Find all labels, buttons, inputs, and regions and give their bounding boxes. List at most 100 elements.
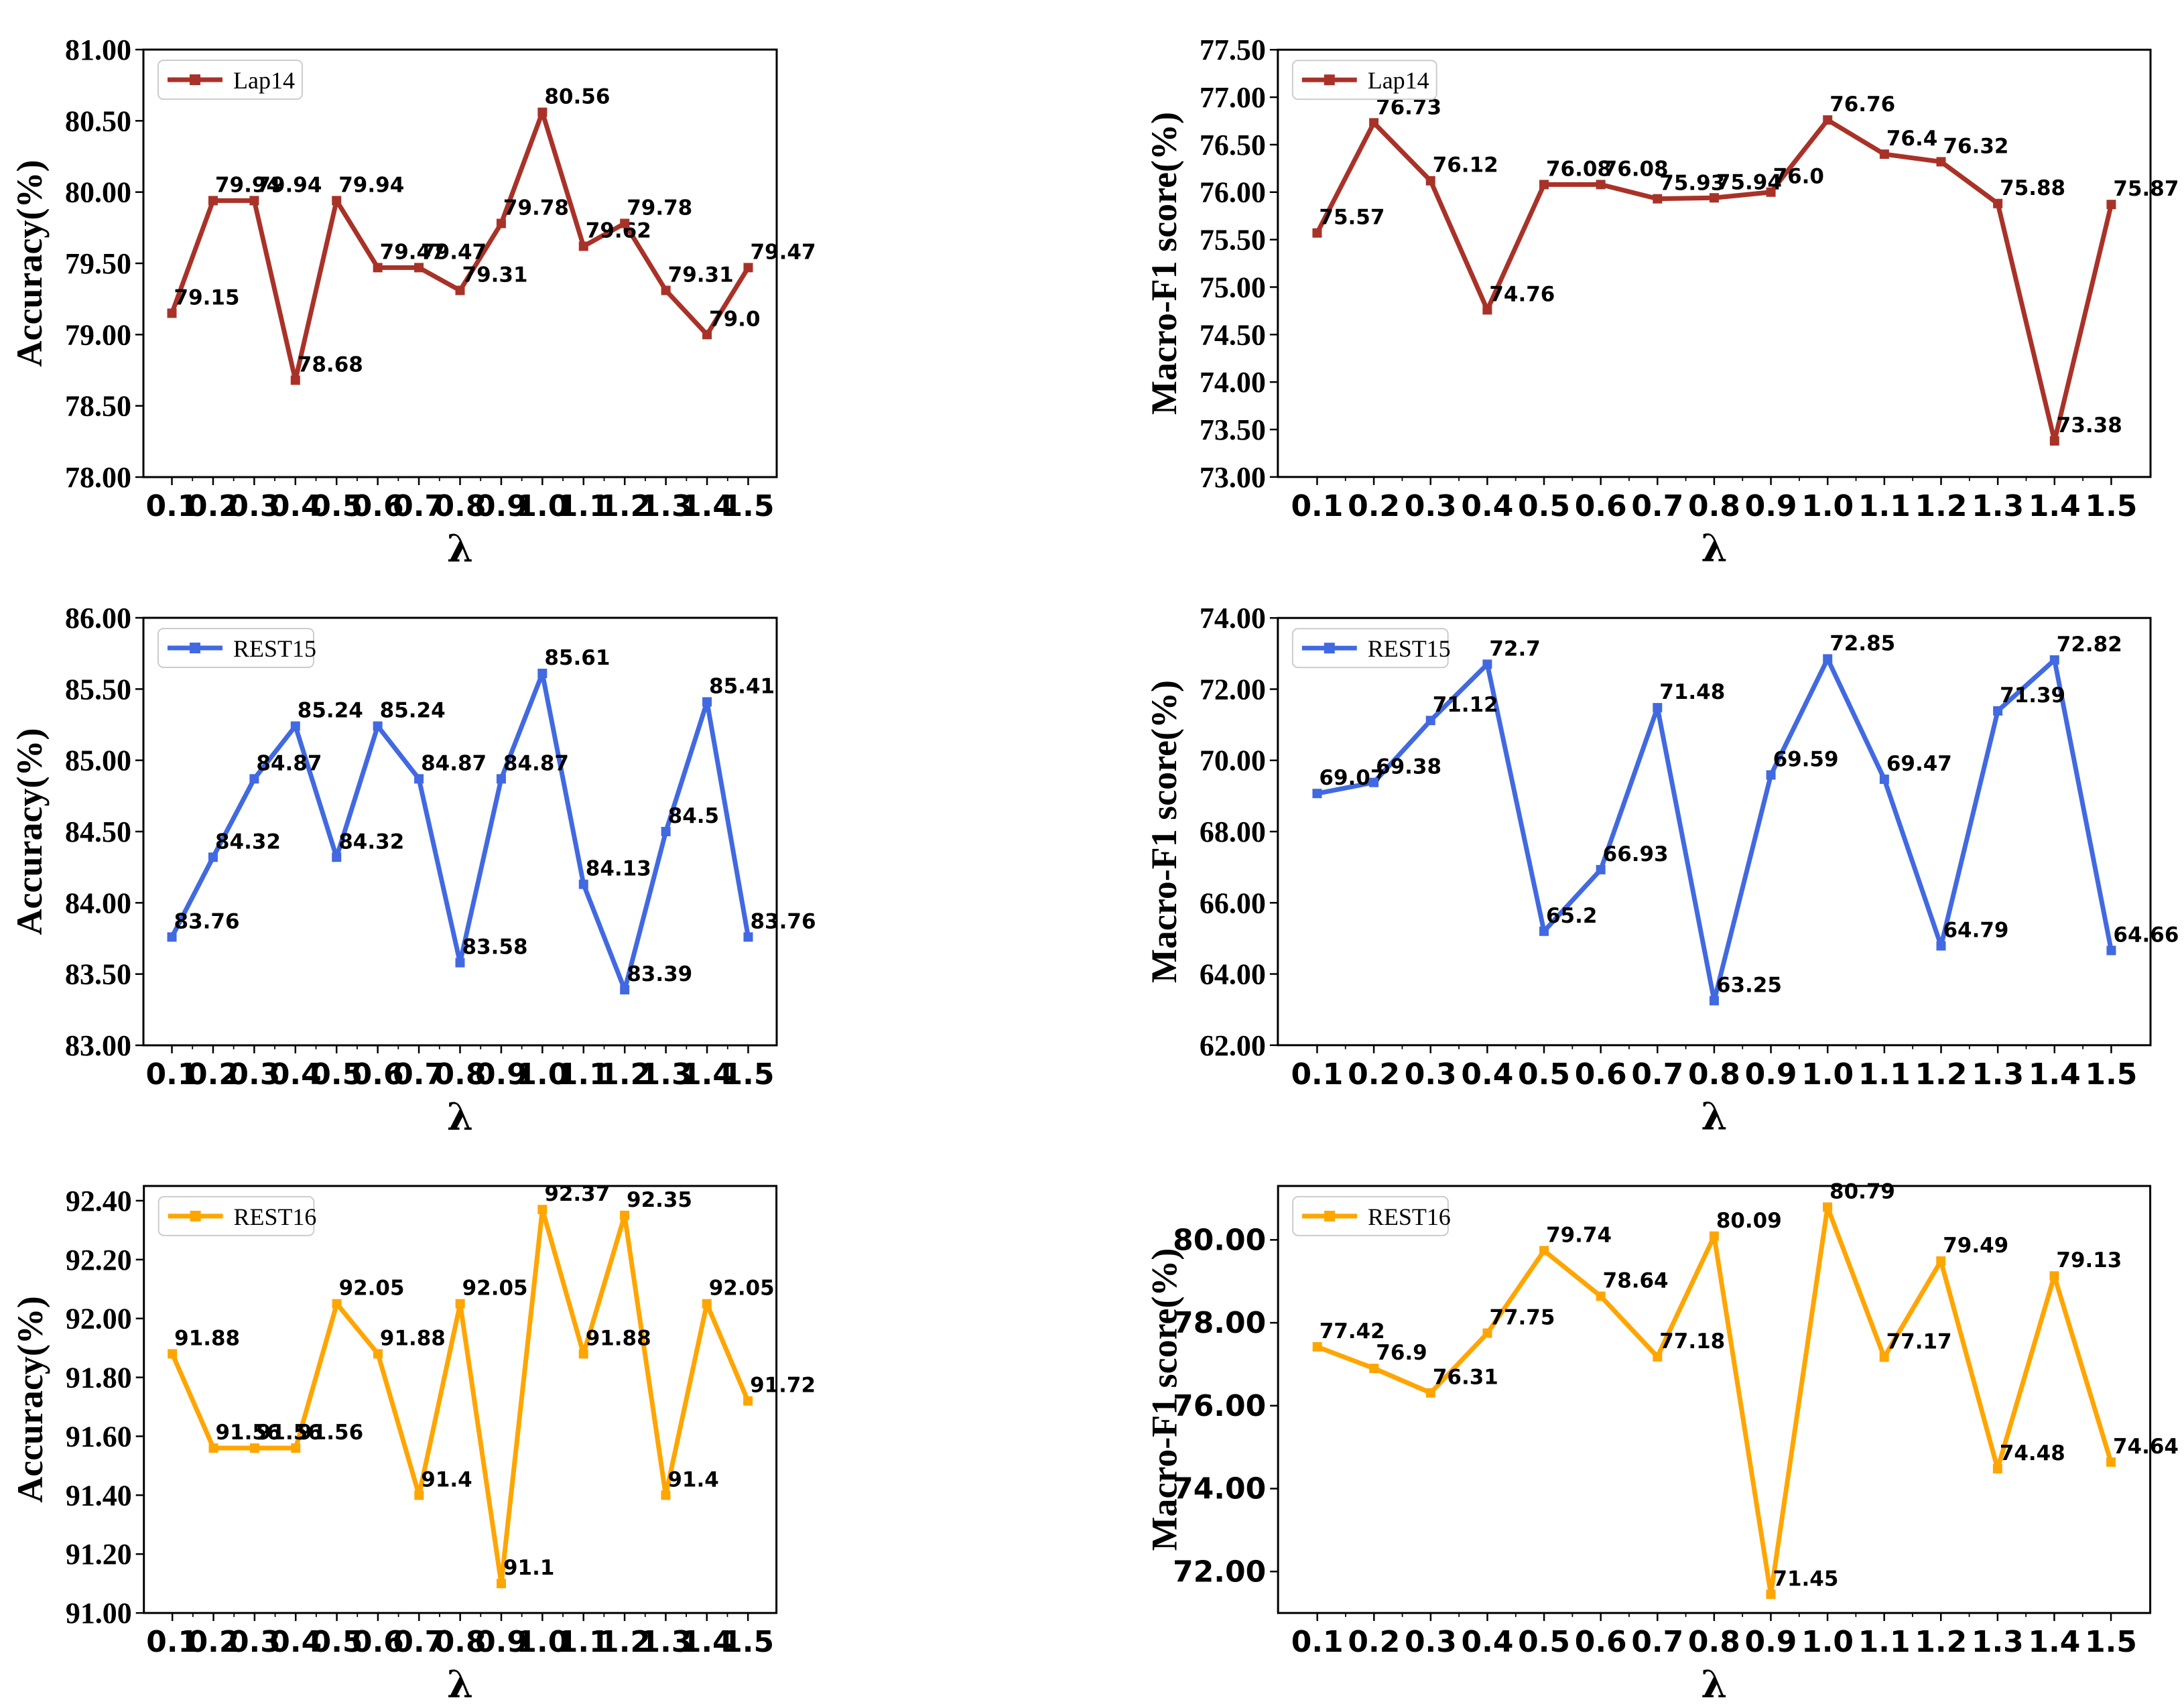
chart-macro-f1-rest16: 72.00 74.00 76.00 78.00 80.00 0.1 0.2 0.3 0.4 0.5… <box>1144 1179 2179 1704</box>
data-point-label: 79.49 <box>1943 1234 2008 1258</box>
data-point <box>1766 770 1776 780</box>
legend-box <box>157 1195 315 1236</box>
x-tick-label: 0.6 <box>1575 489 1627 523</box>
data-point-label: 83.76 <box>174 909 240 933</box>
data-point-label: 92.35 <box>627 1188 692 1212</box>
data-point-label: 72.7 <box>1489 637 1540 661</box>
x-tick-label: 0.9 <box>475 489 527 523</box>
data-point <box>332 1299 342 1309</box>
x-tick-label: 0.1 <box>146 1057 198 1092</box>
data-point <box>661 285 671 296</box>
data-point-label: 79.78 <box>503 196 569 220</box>
data-point-label: 79.74 <box>1546 1223 1612 1247</box>
y-tick-label: 78.50 <box>65 390 131 423</box>
data-point-label: 79.13 <box>2056 1248 2122 1272</box>
y-tick-label: 91.80 <box>66 1362 132 1394</box>
data-point <box>537 107 548 117</box>
data-point-label: 84.87 <box>421 751 487 775</box>
x-tick-label: 0.8 <box>434 1625 487 1659</box>
chart-macro-f1-lap14-container: 73.00 73.50 74.00 74.50 75.00 75.50 76.00 76.50… <box>1092 0 2184 571</box>
y-tick-label: 73.50 <box>1200 413 1266 446</box>
data-point <box>1709 996 1719 1006</box>
y-tick-label: 79.00 <box>65 318 131 351</box>
data-point <box>1709 1231 1719 1241</box>
plot-frame <box>1277 48 2152 478</box>
x-tick-label: 1.4 <box>681 1057 733 1092</box>
y-tick-label: 72.00 <box>1173 1555 1266 1589</box>
legend: REST16 <box>157 1195 316 1236</box>
x-tick-label: 0.3 <box>229 1625 281 1659</box>
data-point <box>743 932 753 942</box>
data-point-label: 79.31 <box>462 263 528 287</box>
data-point-label: 76.31 <box>1433 1366 1498 1390</box>
legend-label: REST16 <box>1368 1203 1451 1230</box>
data-point <box>290 375 300 385</box>
x-tick-label: 0.4 <box>1461 1057 1513 1092</box>
x-tick-label: 1.5 <box>722 1625 774 1659</box>
x-axis-title: λ <box>447 527 473 571</box>
x-tick-label: 0.5 <box>1518 1625 1570 1659</box>
x-tick-label: 0.6 <box>352 1625 404 1659</box>
y-tick-label: 83.00 <box>65 1029 131 1062</box>
data-point <box>2106 200 2116 210</box>
data-point <box>537 1205 548 1215</box>
data-point-label: 79.78 <box>627 196 692 220</box>
data-point-label: 84.87 <box>256 751 322 775</box>
x-tick-label: 0.4 <box>1462 1625 1514 1659</box>
data-point <box>455 1299 465 1309</box>
data-point-label: 91.4 <box>421 1467 472 1492</box>
data-point <box>168 1349 178 1359</box>
data-point <box>1482 305 1492 315</box>
y-tick-label: 86.00 <box>65 602 131 635</box>
data-point-label: 71.39 <box>2000 683 2065 708</box>
legend-box <box>1291 60 1437 101</box>
x-tick-label: 0.2 <box>187 1057 239 1092</box>
data-point <box>1539 1246 1549 1256</box>
data-point <box>1482 659 1492 669</box>
data-point <box>1993 706 2003 716</box>
x-tick-label: 1.0 <box>516 1057 568 1092</box>
x-tick-label: 0.8 <box>434 1057 487 1092</box>
x-tick-label: 0.9 <box>1745 489 1797 523</box>
x-tick-label: 0.7 <box>1631 489 1683 523</box>
data-point <box>702 330 712 340</box>
data-point-label: 76.0 <box>1773 165 1824 189</box>
data-point <box>291 1443 301 1453</box>
y-tick-label: 66.00 <box>1200 887 1266 919</box>
x-tick-label: 0.8 <box>1688 1057 1740 1092</box>
data-point <box>1482 1328 1492 1338</box>
data-point <box>373 263 383 273</box>
y-tick-label: 70.00 <box>1200 744 1266 777</box>
data-point <box>1936 1256 1946 1266</box>
chart-macro-f1-rest16-container: 72.00 74.00 76.00 78.00 80.00 0.1 0.2 0.3 0.4 0.5… <box>1092 1136 2184 1704</box>
data-point-label: 76.12 <box>1433 153 1498 178</box>
data-point-label: 91.4 <box>667 1467 718 1492</box>
data-point-label: 64.66 <box>2113 923 2179 947</box>
x-tick-label: 0.5 <box>1518 1057 1570 1092</box>
y-tick-label: 62.00 <box>1200 1029 1266 1062</box>
data-point-label: 76.08 <box>1603 157 1669 181</box>
data-point-label: 85.24 <box>298 699 363 723</box>
x-tick-label: 0.7 <box>393 1625 445 1659</box>
x-tick-label: 0.9 <box>1745 1625 1797 1659</box>
x-tick-label: 0.7 <box>393 1057 445 1092</box>
data-point <box>1425 176 1435 186</box>
x-tick-label: 0.5 <box>310 489 363 523</box>
data-point-label: 91.88 <box>380 1326 446 1350</box>
data-point-label: 76.4 <box>1886 127 1937 151</box>
data-point-label: 69.59 <box>1773 748 1839 772</box>
data-point <box>1596 1291 1606 1301</box>
data-point-label: 79.94 <box>256 173 322 197</box>
legend-marker-icon <box>190 643 200 653</box>
x-tick-label: 0.4 <box>269 1625 322 1659</box>
x-tick-label: 0.9 <box>475 1057 527 1092</box>
x-tick-label: 0.2 <box>1348 1625 1400 1659</box>
legend-label: REST15 <box>233 635 316 662</box>
data-point-label: 75.93 <box>1659 172 1725 196</box>
data-point <box>1539 926 1549 936</box>
x-tick-label: 0.8 <box>1688 489 1740 523</box>
plot-frame <box>142 616 778 1047</box>
legend-label: Lap14 <box>1368 67 1429 94</box>
chart-macro-f1-lap14: 73.00 73.50 74.00 74.50 75.00 75.50 76.00 76.50… <box>1144 34 2179 571</box>
